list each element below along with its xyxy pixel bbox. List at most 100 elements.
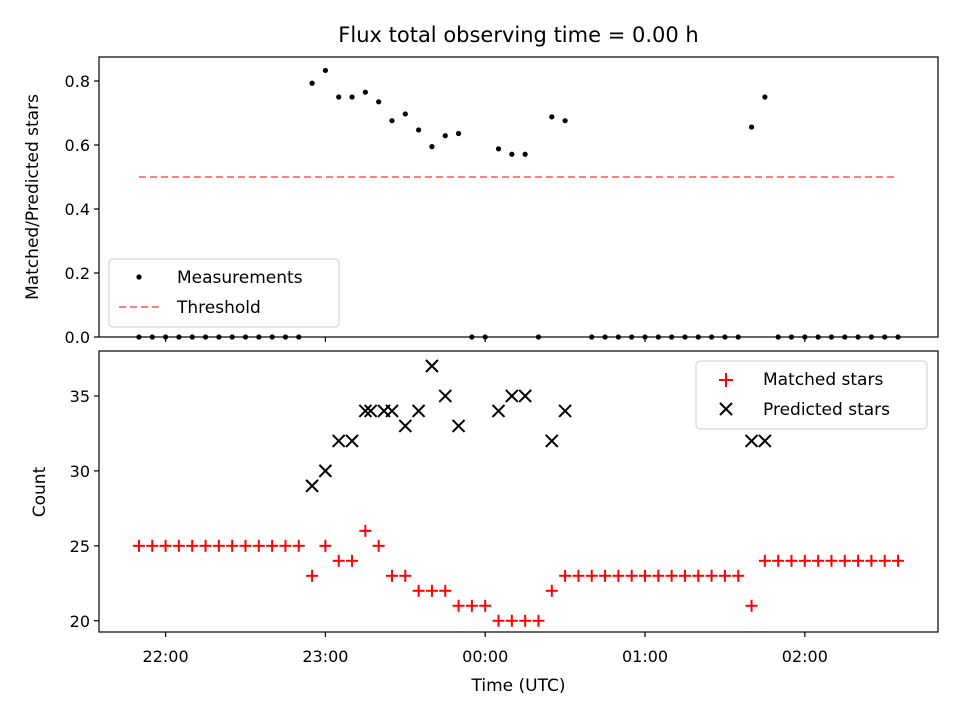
chart-title: Flux total observing time = 0.00 h [338, 23, 698, 47]
matched-star-point [572, 569, 585, 582]
legend-label-predicted-stars: Predicted stars [763, 400, 890, 420]
matched-star-point [292, 539, 305, 552]
matched-star-point [425, 584, 438, 597]
y-tick-label: 35 [70, 387, 90, 406]
x-tick-label: 00:00 [462, 647, 508, 666]
predicted-star-point [345, 434, 359, 448]
measurement-point [416, 127, 422, 133]
matched-star-point [399, 569, 412, 582]
matched-star-point [492, 614, 505, 627]
matched-star-point [599, 569, 612, 582]
predicted-star-point [451, 419, 466, 433]
x-tick-label: 02:00 [782, 647, 828, 666]
measurement-point [349, 94, 355, 100]
measurement-point [402, 111, 408, 117]
measurement-point [429, 144, 435, 150]
predicted-star-point [558, 404, 572, 418]
bottom-y-ticks: 20 25 30 35 [70, 387, 99, 631]
predicted-star-point [758, 434, 772, 448]
matched-star-point [785, 554, 798, 567]
predicted-star-point [425, 359, 439, 373]
matched-star-point [705, 569, 718, 582]
matched-star-point [865, 554, 878, 567]
matched-star-point [825, 554, 838, 567]
measurement-point [562, 118, 568, 124]
y-tick-label: 0.6 [65, 136, 90, 155]
matched-star-point [505, 614, 518, 627]
matched-star-point [812, 554, 825, 567]
predicted-star-point [332, 434, 346, 448]
measurement-point [322, 67, 328, 74]
matched-star-point [465, 599, 478, 612]
matched-star-point [212, 539, 225, 552]
legend-label-matched-stars: Matched stars [763, 370, 883, 390]
y-tick-label: 0.2 [65, 264, 90, 283]
measurement-point [455, 130, 462, 137]
predicted-star-point [358, 404, 373, 418]
matched-star-point [132, 539, 145, 552]
matched-star-point [585, 569, 598, 582]
measurement-point [376, 99, 382, 105]
matched-star-point [665, 569, 678, 582]
predicted-star-point [385, 404, 399, 418]
top-y-axis-label: Matched/Predicted stars [23, 94, 43, 300]
x-tick-label: 01:00 [622, 647, 668, 666]
bottom-y-axis-label: Count [30, 466, 50, 517]
matched-star-point [772, 554, 785, 567]
predicted-star-point [363, 404, 378, 418]
predicted-star-point [438, 389, 452, 403]
matched-star-point [692, 569, 705, 582]
predicted-star-point [505, 389, 519, 403]
matched-star-point [252, 539, 265, 552]
measurement-point [495, 146, 502, 152]
measurement-point [389, 118, 395, 124]
top-axes-frame [98, 56, 939, 338]
predicted-star-point [744, 434, 759, 448]
matched-star-point [892, 554, 905, 567]
predicted-star-point [305, 479, 319, 493]
matched-star-point [519, 614, 532, 627]
matched-star-point [172, 539, 185, 552]
matched-star-point [745, 599, 758, 612]
matched-star-point [545, 584, 558, 597]
matched-star-point [838, 554, 851, 567]
matched-star-point [559, 569, 572, 582]
measurement-point [442, 133, 448, 139]
bottom-legend-box [695, 360, 928, 430]
measurement-point [509, 151, 515, 157]
matched-star-point [718, 569, 731, 582]
matched-star-point [226, 539, 239, 552]
matched-star-point [239, 539, 252, 552]
x-axis-label: Time (UTC) [471, 676, 566, 696]
matched-star-point [625, 569, 638, 582]
y-tick-label: 25 [70, 537, 90, 556]
y-tick-label: 20 [70, 612, 90, 631]
top-legend-box [108, 258, 340, 328]
measurement-point [309, 80, 315, 86]
measurement-point [522, 151, 528, 157]
top-x-ticks [164, 337, 806, 342]
legend-marker-predicted-stars [719, 402, 733, 416]
predicted-star-point [518, 389, 532, 403]
matched-star-point [652, 569, 665, 582]
bottom-axes-frame [98, 350, 939, 633]
legend-marker-matched-stars [719, 373, 733, 387]
count-points-layer [132, 359, 905, 627]
y-tick-label: 0.8 [65, 72, 90, 91]
matched-star-point [385, 569, 398, 582]
x-tick-label: 22:00 [143, 647, 189, 666]
matched-star-point [372, 539, 385, 552]
matched-star-point [678, 569, 691, 582]
matched-star-point [452, 599, 465, 612]
matched-star-point [439, 584, 452, 597]
predicted-star-point [398, 419, 413, 433]
predicted-star-point [545, 434, 559, 448]
matched-star-point [146, 539, 159, 552]
matched-star-point [412, 584, 425, 597]
matched-star-point [279, 539, 292, 552]
top-legend: Measurements Threshold [108, 258, 340, 328]
matched-star-point [266, 539, 279, 552]
matched-star-point [798, 554, 811, 567]
y-tick-label: 0.0 [65, 328, 90, 347]
